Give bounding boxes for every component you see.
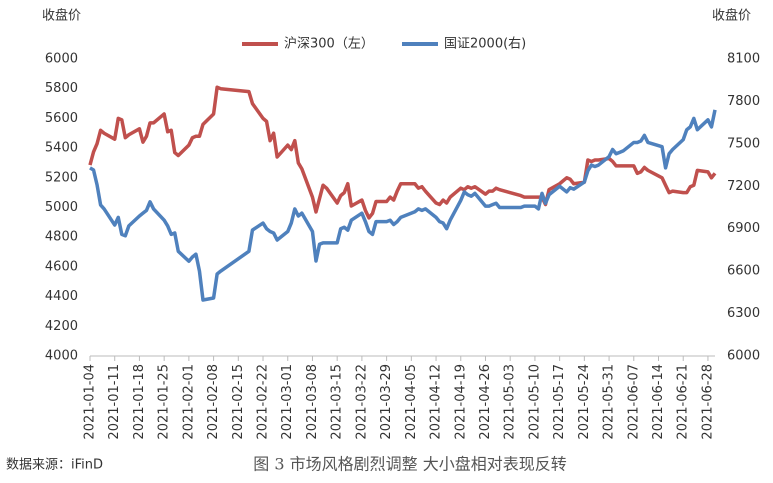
x-tick-label: 2021-06-21 [676, 364, 691, 440]
x-tick-label: 2021-01-04 [83, 364, 98, 440]
y-tick-label: 4600 [45, 259, 78, 274]
y-tick-label: 4800 [45, 230, 78, 245]
legend-label: 国证2000(右) [444, 37, 526, 52]
x-tick-label: 2021-03-15 [330, 364, 345, 440]
y-tick-label: 6000 [45, 52, 78, 67]
x-tick-label: 2021-01-11 [107, 364, 122, 440]
y2-tick-label: 6600 [727, 264, 760, 279]
x-tick-label: 2021-04-05 [404, 364, 419, 440]
x-tick-label: 2021-03-22 [354, 364, 369, 440]
x-tick-label: 2021-05-03 [503, 364, 518, 440]
y-axis-title: 收盘价 [42, 8, 81, 24]
y2-tick-label: 7500 [727, 136, 760, 151]
x-tick-label: 2021-01-25 [157, 364, 172, 440]
y-tick-label: 5200 [45, 170, 78, 185]
caption: 图 3 市场风格剧烈调整 大小盘相对表现反转 [253, 455, 566, 474]
y-tick-label: 5600 [45, 111, 78, 126]
y-tick-label: 5000 [45, 200, 78, 215]
y2-tick-label: 7800 [727, 94, 760, 109]
x-tick-label: 2021-03-01 [280, 364, 295, 440]
y2-tick-label: 8100 [727, 52, 760, 67]
y-tick-label: 5800 [45, 81, 78, 96]
x-tick-label: 2021-06-28 [700, 364, 715, 440]
y2-tick-label: 6300 [727, 306, 760, 321]
y-tick-label: 4000 [45, 349, 78, 364]
x-tick-label: 2021-01-18 [132, 364, 147, 440]
x-tick-label: 2021-04-12 [429, 364, 444, 440]
y-tick-label: 5400 [45, 141, 78, 156]
y2-axis-title: 收盘价 [712, 8, 751, 24]
x-tick-label: 2021-05-17 [552, 364, 567, 440]
x-tick-label: 2021-03-29 [379, 364, 394, 440]
series-line [88, 85, 717, 220]
y2-tick-label: 6000 [727, 349, 760, 364]
x-tick-label: 2021-02-15 [231, 364, 246, 440]
x-tick-label: 2021-06-07 [626, 364, 641, 440]
y2-tick-label: 7200 [727, 179, 760, 194]
y-tick-label: 4200 [45, 319, 78, 334]
x-tick-label: 2021-02-08 [206, 364, 221, 440]
x-tick-label: 2021-03-08 [305, 364, 320, 440]
legend-label: 沪深300（左） [284, 36, 374, 52]
y-tick-label: 4400 [45, 289, 78, 304]
y2-tick-label: 6900 [727, 221, 760, 236]
x-tick-label: 2021-04-19 [453, 364, 468, 440]
x-tick-label: 2021-05-31 [602, 364, 617, 440]
series-line [89, 109, 717, 302]
x-tick-label: 2021-05-10 [527, 364, 542, 440]
x-tick-label: 2021-02-01 [181, 364, 196, 440]
x-tick-label: 2021-05-24 [577, 364, 592, 440]
x-tick-label: 2021-06-14 [651, 364, 666, 440]
x-tick-label: 2021-02-22 [256, 364, 271, 440]
source: 数据来源：iFinD [6, 458, 103, 473]
x-tick-label: 2021-04-26 [478, 364, 493, 440]
